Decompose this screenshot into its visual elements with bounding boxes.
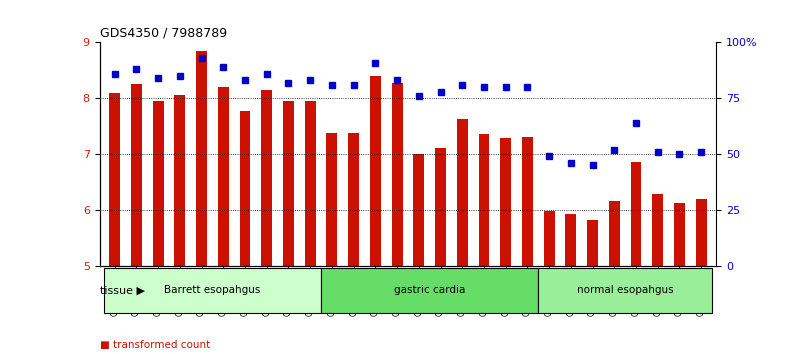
Bar [326,133,338,266]
Bar [261,90,272,266]
Bar [630,162,642,266]
Bar [457,119,468,266]
FancyBboxPatch shape [103,268,321,313]
Bar [131,84,142,266]
Bar [196,51,207,266]
Bar [218,87,228,266]
Text: normal esopahgus: normal esopahgus [577,285,673,295]
Bar [565,214,576,266]
Bar [413,154,424,266]
Bar [305,101,316,266]
Text: Barrett esopahgus: Barrett esopahgus [164,285,260,295]
Text: gastric cardia: gastric cardia [394,285,466,295]
Bar [522,137,533,266]
FancyBboxPatch shape [321,268,538,313]
Bar [392,82,403,266]
Text: tissue ▶: tissue ▶ [100,285,145,295]
Bar [544,211,555,266]
FancyBboxPatch shape [538,268,712,313]
Bar [587,220,598,266]
Bar [109,93,120,266]
Bar [435,148,446,266]
Bar [696,199,707,266]
Text: GDS4350 / 7988789: GDS4350 / 7988789 [100,27,227,40]
Bar [240,110,251,266]
Bar [348,133,359,266]
Bar [652,194,663,266]
Bar [370,76,380,266]
Bar [174,96,185,266]
Bar [283,101,294,266]
Bar [500,138,511,266]
Bar [153,101,164,266]
Text: ■ transformed count: ■ transformed count [100,340,210,350]
Bar [478,135,490,266]
Bar [609,201,620,266]
Bar [674,203,685,266]
